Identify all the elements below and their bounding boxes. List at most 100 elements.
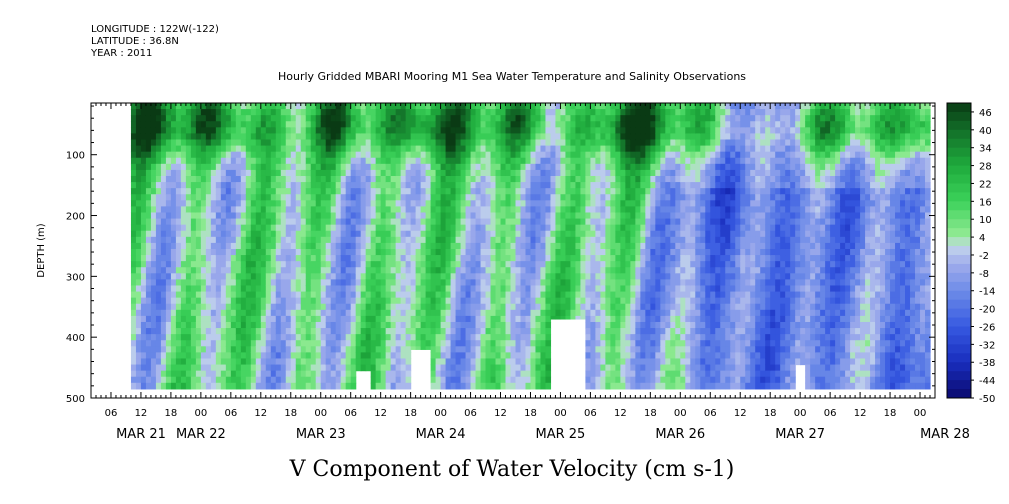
field-cell: [545, 248, 552, 256]
field-cell: [255, 376, 262, 384]
field-cell: [600, 224, 606, 232]
field-cell: [525, 200, 532, 207]
field-cell: [665, 279, 671, 287]
field-cell: [325, 364, 332, 372]
field-cell: [595, 334, 601, 341]
field-cell: [130, 279, 137, 287]
field-cell: [485, 212, 492, 220]
field-cell: [315, 236, 322, 244]
field-cell: [395, 358, 402, 366]
field-cell: [490, 127, 497, 135]
field-cell: [490, 188, 497, 195]
field-cell: [645, 279, 651, 287]
field-cell: [165, 297, 172, 305]
field-cell: [395, 285, 402, 293]
field-cell: [265, 279, 272, 287]
field-cell: [265, 273, 272, 280]
field-cell: [440, 309, 447, 317]
field-cell: [165, 194, 172, 201]
field-cell: [435, 358, 442, 366]
field-cell: [245, 382, 252, 390]
field-cell: [470, 224, 477, 232]
field-cell: [495, 145, 502, 153]
field-cell: [255, 151, 262, 159]
field-cell: [595, 340, 601, 347]
field-cell: [340, 267, 347, 274]
field-cell: [270, 236, 277, 244]
field-cell: [380, 297, 387, 305]
field-cell: [495, 248, 502, 256]
field-cell: [160, 376, 167, 384]
field-cell: [140, 255, 147, 262]
field-cell: [570, 163, 577, 171]
field-cell: [535, 182, 542, 189]
field-cell: [165, 285, 172, 293]
field-cell: [365, 236, 372, 244]
field-cell: [635, 151, 641, 159]
field-cell: [420, 194, 427, 201]
field-cell: [630, 273, 636, 280]
field-cell: [285, 334, 292, 341]
field-cell: [650, 321, 656, 329]
field-cell: [500, 328, 507, 335]
field-cell: [360, 285, 367, 293]
field-cell: [500, 261, 507, 268]
field-cell: [345, 248, 352, 256]
field-cell: [135, 218, 142, 226]
field-cell: [490, 376, 497, 384]
field-cell: [645, 188, 651, 195]
field-cell: [660, 169, 666, 177]
field-cell: [365, 230, 372, 238]
field-cell: [625, 206, 631, 214]
field-cell: [600, 352, 606, 360]
field-cell: [340, 151, 347, 159]
field-cell: [650, 328, 656, 335]
field-cell: [390, 188, 397, 195]
field-cell: [625, 188, 631, 195]
field-cell: [595, 103, 601, 110]
field-cell: [295, 242, 302, 250]
field-cell: [185, 328, 192, 335]
field-cell: [525, 352, 532, 360]
field-cell: [555, 291, 562, 299]
field-cell: [175, 133, 182, 141]
field-cell: [380, 103, 387, 110]
field-cell: [570, 139, 577, 147]
field-cell: [360, 218, 367, 226]
field-cell: [180, 382, 187, 390]
field-cell: [515, 188, 522, 195]
field-cell: [365, 157, 372, 165]
field-cell: [335, 279, 342, 287]
field-cell: [640, 346, 646, 353]
field-cell: [195, 315, 202, 323]
field-cell: [670, 188, 676, 195]
field-cell: [210, 364, 217, 372]
field-cell: [255, 328, 262, 335]
field-cell: [230, 358, 237, 366]
field-cell: [205, 248, 212, 256]
field-cell: [310, 340, 317, 347]
field-cell: [165, 200, 172, 207]
field-cell: [155, 103, 162, 110]
field-cell: [405, 346, 412, 353]
field-cell: [290, 139, 297, 147]
field-cell: [350, 163, 357, 171]
field-cell: [540, 127, 547, 135]
field-cell: [630, 103, 636, 110]
field-cell: [520, 334, 527, 341]
field-cell: [270, 273, 277, 280]
field-cell: [620, 242, 626, 250]
field-cell: [425, 182, 432, 189]
field-cell: [670, 121, 676, 128]
field-cell: [480, 236, 487, 244]
field-cell: [295, 340, 302, 347]
field-cell: [475, 121, 482, 128]
field-cell: [365, 218, 372, 226]
field-cell: [555, 145, 562, 153]
field-cell: [190, 182, 197, 189]
field-cell: [510, 139, 517, 147]
field-cell: [470, 328, 477, 335]
field-cell: [410, 315, 417, 323]
field-cell: [665, 139, 671, 147]
field-cell: [300, 273, 307, 280]
